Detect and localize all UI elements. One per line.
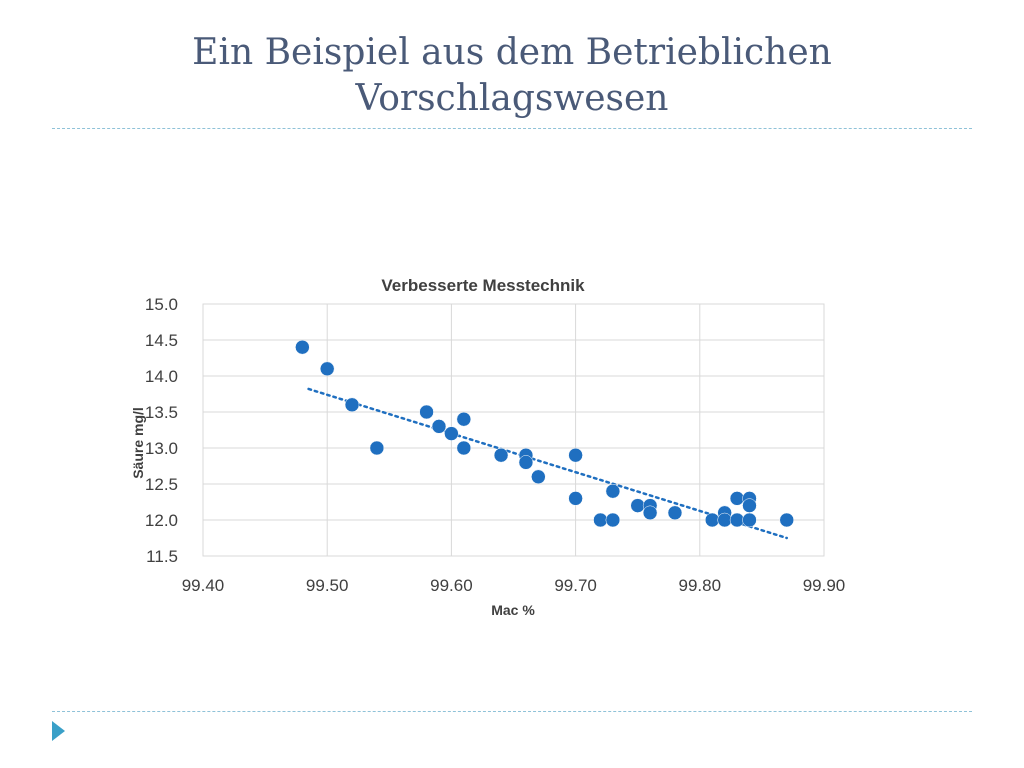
- y-tick-label: 14.0: [145, 367, 178, 386]
- triangle-right-icon: [52, 721, 65, 741]
- data-point: [444, 426, 459, 441]
- data-point: [667, 505, 683, 521]
- x-tick-label: 99.70: [554, 576, 597, 595]
- x-tick-label: 99.50: [306, 576, 349, 595]
- data-point: [568, 491, 583, 506]
- y-tick-label: 12.0: [145, 511, 178, 530]
- y-tick-label: 13.0: [145, 439, 178, 458]
- data-point: [704, 512, 720, 528]
- y-tick-label: 12.5: [145, 475, 178, 494]
- data-point: [344, 397, 360, 413]
- y-tick-label: 11.5: [146, 547, 178, 566]
- data-point: [717, 512, 732, 528]
- bottom-divider: [52, 711, 972, 712]
- data-point: [729, 491, 745, 506]
- data-point: [456, 411, 472, 427]
- data-point: [779, 512, 794, 528]
- data-point: [729, 512, 745, 528]
- data-point: [742, 512, 757, 528]
- y-tick-label: 14.5: [145, 331, 178, 350]
- x-axis-label: Mac %: [491, 602, 535, 618]
- chart-title: Verbesserte Messtechnik: [381, 276, 585, 295]
- y-tick-label: 13.5: [145, 403, 178, 422]
- data-point: [630, 498, 645, 513]
- grid-lines: [202, 303, 825, 557]
- x-tick-label: 99.90: [803, 576, 846, 595]
- slide-title-line-1: Ein Beispiel aus dem Betrieblichen: [192, 32, 832, 73]
- data-point: [531, 469, 546, 485]
- data-points: [295, 339, 794, 528]
- data-point: [493, 447, 509, 463]
- x-tick-label: 99.40: [182, 576, 225, 595]
- data-point: [642, 505, 658, 521]
- top-divider: [52, 128, 972, 129]
- trendline-layer: [307, 387, 788, 540]
- data-point: [295, 339, 310, 355]
- x-tick-label: 99.60: [430, 576, 473, 595]
- data-point: [518, 455, 534, 470]
- y-tick-label: 15.0: [145, 295, 178, 314]
- trendline: [307, 387, 788, 540]
- y-axis-ticks: 15.0 14.5 14.0 13.5 13.0 12.5 12.0 11.5: [145, 295, 178, 566]
- data-point: [369, 440, 385, 456]
- data-point: [568, 447, 583, 463]
- slide-title: Ein Beispiel aus dem Betrieblichen Vorsc…: [0, 30, 1024, 122]
- data-point: [605, 512, 621, 528]
- data-point: [419, 404, 434, 420]
- y-axis-label: Säure mg/l: [130, 407, 146, 479]
- data-point: [431, 419, 447, 434]
- x-axis-ticks: 99.40 99.50 99.60 99.70 99.80 99.90: [182, 576, 846, 595]
- data-point: [456, 440, 472, 456]
- data-point: [605, 483, 621, 499]
- slide-title-line-2: Vorschlagswesen: [355, 78, 669, 119]
- data-point: [593, 512, 608, 528]
- data-point: [319, 361, 335, 377]
- data-point: [742, 498, 757, 513]
- x-tick-label: 99.80: [679, 576, 722, 595]
